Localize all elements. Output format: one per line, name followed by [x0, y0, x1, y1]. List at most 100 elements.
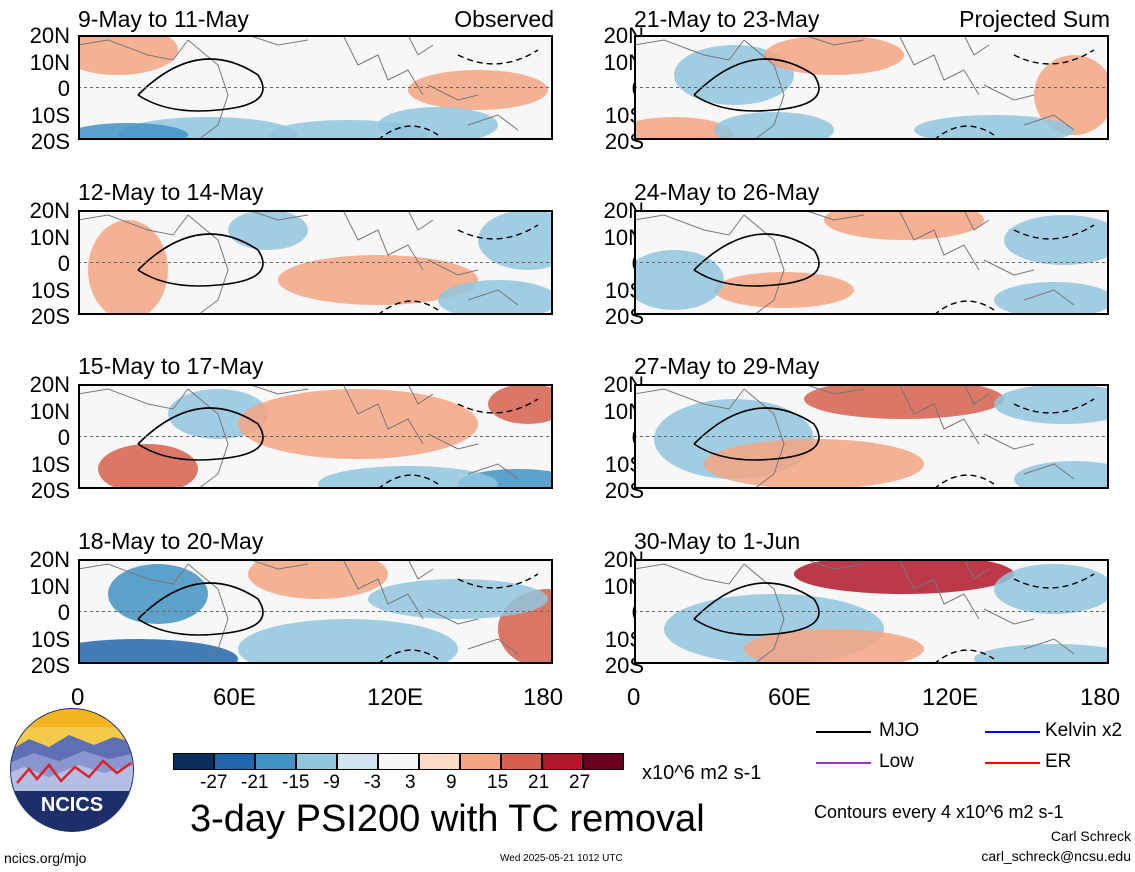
colorbar-swatch [460, 753, 501, 770]
panel-label: Observed [454, 6, 554, 32]
mjo-contour [693, 58, 820, 112]
panel-title: 27-May to 29-May [634, 353, 820, 379]
anomaly-shading [238, 619, 458, 664]
anomaly-shading [824, 210, 984, 240]
anomaly-shading [368, 579, 548, 619]
y-tick-label: 0 [57, 600, 70, 625]
anomaly-shading [794, 559, 1014, 594]
panel-frame [78, 559, 553, 664]
anomaly-shading [764, 35, 904, 75]
coastline [78, 210, 519, 315]
anomaly-shading [98, 444, 198, 489]
x-tick-label: 60E [768, 684, 811, 711]
panel-title: 30-May to 1-Jun [634, 528, 801, 554]
map-panel [78, 35, 553, 140]
y-tick-label: 20N [29, 23, 70, 48]
mjo-contour [693, 233, 820, 287]
coastline [78, 35, 519, 140]
anomaly-shading [438, 280, 553, 315]
panel-title: 24-May to 26-May [634, 179, 820, 205]
legend-line-er [985, 762, 1040, 764]
anomaly-shading [408, 70, 548, 110]
y-tick-label: 10S [30, 626, 70, 652]
legend-label-er: ER [1045, 751, 1072, 772]
y-tick-label: 20S [30, 304, 70, 329]
mjo-contour-negative [933, 49, 1095, 140]
site-link[interactable]: ncics.org/mjo [4, 850, 87, 866]
panel-title: 21-May to 23-May [634, 6, 820, 32]
panel-frame [634, 384, 1109, 489]
legend-line-low [816, 762, 871, 764]
colorbar-swatch [419, 753, 460, 770]
panel-frame [78, 35, 553, 140]
mjo-contour [137, 407, 264, 461]
panel-title: 9-May to 11-May [78, 6, 249, 32]
anomaly-shading [1004, 215, 1109, 265]
anomaly-shading [278, 255, 478, 305]
panel-title: 15-May to 17-May [78, 353, 264, 379]
anomaly-shading [228, 210, 308, 250]
colorbar-tick: 27 [569, 772, 591, 793]
colorbar-swatch [501, 753, 542, 770]
anomaly-shading [714, 272, 854, 308]
colorbar-tick: 21 [528, 772, 550, 793]
anomaly-shading [318, 466, 498, 489]
panel-frame [634, 35, 1109, 140]
colorbar-swatch [255, 753, 296, 770]
panel-frame [634, 210, 1109, 315]
mjo-contour-negative [377, 49, 539, 140]
anomaly-shading [994, 384, 1109, 424]
anomaly-shading [634, 117, 734, 140]
colorbar-swatch [337, 753, 378, 770]
ncics-logo: NCICS [9, 707, 135, 833]
map-panel [78, 559, 553, 664]
y-tick-label: 20N [29, 372, 70, 397]
colorbar-swatch [542, 753, 583, 770]
contour-note: Contours every 4 x10^6 m2 s-1 [814, 802, 1064, 822]
x-tick-label: 120E [922, 684, 979, 711]
y-tick-label: 20S [30, 129, 70, 154]
map-panel [634, 559, 1109, 664]
y-tick-label: 10S [30, 102, 70, 128]
mjo-contour [137, 582, 264, 636]
legend-line-mjo [816, 731, 871, 733]
y-tick-label: 10N [29, 49, 70, 75]
colorbar-swatch [214, 753, 255, 770]
author-email: carl_schreck@ncsu.edu [981, 848, 1131, 864]
colorbar-tick: 9 [446, 772, 457, 793]
map-panel [634, 35, 1109, 140]
coastline [78, 559, 519, 664]
mjo-contour [137, 58, 264, 112]
mjo-contour [693, 582, 820, 636]
y-tick-label: 10S [30, 451, 70, 477]
panel-label: Projected Sum [959, 6, 1110, 32]
x-tick-label: 180 [1080, 684, 1121, 711]
anomaly-shading [1014, 461, 1109, 489]
anomaly-shading [744, 629, 924, 664]
logo-text: NCICS [41, 794, 103, 816]
y-tick-label: 10S [30, 277, 70, 303]
anomaly-shading [248, 559, 388, 599]
mjo-contour-negative [933, 224, 1095, 315]
colorbar-tick: -27 [200, 772, 228, 793]
panel-frame [78, 210, 553, 315]
colorbar-swatch [296, 753, 337, 770]
panel-frame [634, 559, 1109, 664]
colorbar-swatch [173, 753, 214, 770]
x-tick-label: 0 [627, 684, 641, 711]
mjo-contour-negative [377, 398, 539, 489]
anomaly-shading [994, 282, 1109, 315]
legend-label-kelvin: Kelvin x2 [1045, 720, 1123, 741]
panel-title: 12-May to 14-May [78, 179, 264, 205]
coastline [634, 210, 1075, 315]
colorbar-units: x10^6 m2 s-1 [642, 762, 762, 784]
colorbar-tick: -9 [323, 772, 340, 793]
anomaly-shading [478, 210, 553, 270]
panel-title: 18-May to 20-May [78, 528, 264, 554]
author-name: Carl Schreck [1050, 828, 1131, 844]
map-panel [634, 384, 1109, 489]
coastline [78, 384, 519, 489]
anomaly-shading [378, 107, 498, 140]
x-tick-label: 180 [523, 684, 564, 711]
main-title: 3-day PSI200 with TC removal [190, 798, 705, 840]
